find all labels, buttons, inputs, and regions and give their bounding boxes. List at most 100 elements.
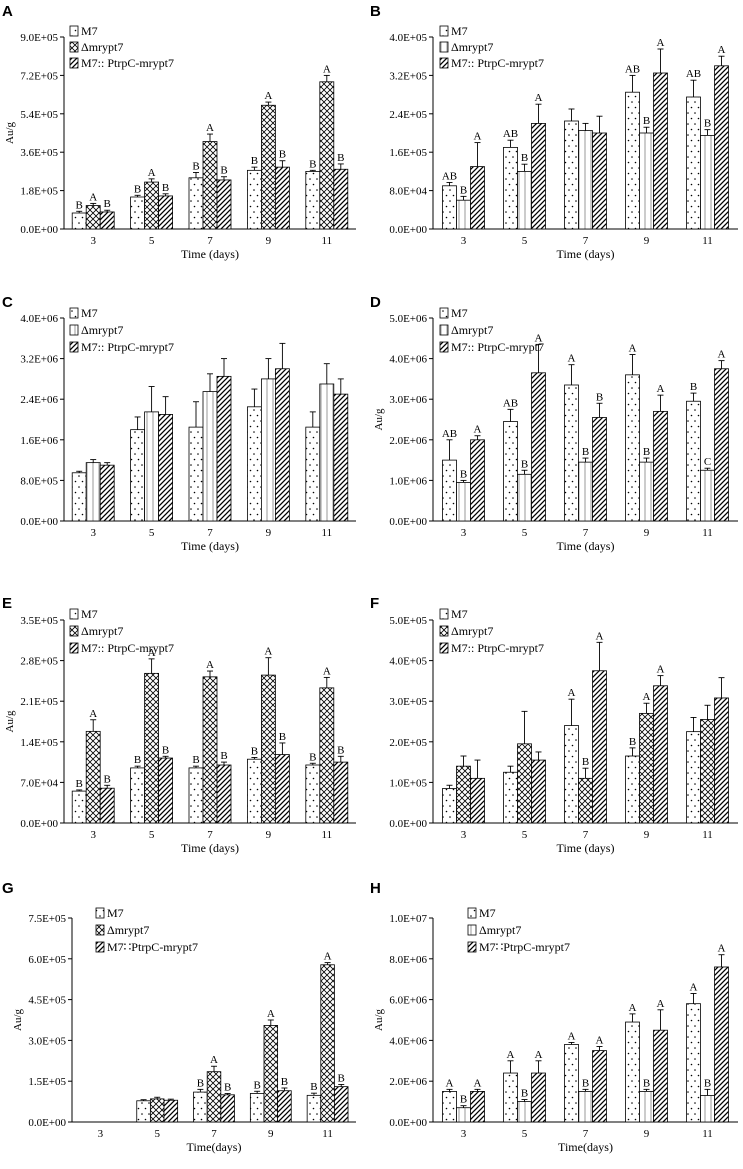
x-tick-label: 7 <box>211 1128 217 1140</box>
bar <box>99 464 115 522</box>
legend-swatch <box>69 41 79 53</box>
bar <box>578 130 593 230</box>
bar <box>85 205 101 230</box>
y-tick-label: 4.0E+05 <box>389 656 427 668</box>
legend-swatch <box>95 941 105 953</box>
bar <box>144 181 160 230</box>
bar <box>274 754 290 824</box>
x-tick-label: 11 <box>322 1128 333 1140</box>
legend-label: M7:: PtrpC-mrypt7 <box>451 641 544 655</box>
significance-label: B <box>310 1081 317 1093</box>
x-tick-label: 9 <box>644 527 650 539</box>
x-tick-label: 11 <box>702 527 713 539</box>
bar <box>263 1025 279 1123</box>
x-tick-label: 9 <box>644 235 650 247</box>
legend-swatch <box>69 324 79 336</box>
significance-label: B <box>253 1079 260 1091</box>
significance-label: AB <box>442 170 457 182</box>
legend-label: M7 <box>451 24 468 38</box>
y-tick-label: 2.0E+06 <box>389 435 427 447</box>
bar <box>700 134 715 230</box>
bar <box>188 177 204 230</box>
bar <box>319 687 335 824</box>
significance-label: AB <box>625 63 640 75</box>
x-tick-label: 5 <box>522 235 528 247</box>
bar <box>99 787 115 824</box>
legend-label: M7 <box>81 607 98 621</box>
y-axis-label: Au/g <box>12 1009 24 1032</box>
panel-letter-d: D <box>370 294 381 311</box>
significance-label: B <box>309 158 316 170</box>
panel-g: G 0.0E+00 1.5E+05 3.0E+05 4.5E+05 6.0E+05 7.5E… <box>2 880 356 1154</box>
x-tick-label: 3 <box>90 829 96 841</box>
x-tick-label: 7 <box>583 235 589 247</box>
significance-label: B <box>220 165 227 177</box>
significance-label: A <box>657 998 665 1010</box>
significance-label: B <box>134 183 141 195</box>
panel-letter-e: E <box>2 595 12 612</box>
y-tick-label: 3.2E+06 <box>20 354 58 366</box>
significance-label: B <box>338 1072 345 1084</box>
bar <box>99 211 115 230</box>
bar <box>531 372 546 522</box>
bar <box>305 764 321 824</box>
significance-label: B <box>104 773 111 785</box>
bar <box>274 166 290 230</box>
legend-label: M7 <box>107 906 124 920</box>
bar <box>305 170 321 230</box>
bar <box>503 146 518 230</box>
bar <box>592 417 607 522</box>
bar <box>149 1098 165 1123</box>
significance-label: B <box>643 446 650 458</box>
significance-label: A <box>568 1030 576 1042</box>
panel-c: C 0.0E+00 8.0E+05 1.6E+06 2.4E+06 3.2E+06 4.0E… <box>2 294 356 553</box>
significance-label: A <box>89 708 97 720</box>
y-tick-label: 4.0E+06 <box>389 354 427 366</box>
y-tick-label: 3.6E+05 <box>20 147 58 159</box>
x-tick-label: 9 <box>266 829 272 841</box>
bar <box>700 719 715 824</box>
significance-label: A <box>148 647 156 659</box>
bar <box>531 123 546 230</box>
bar <box>592 132 607 230</box>
significance-label: A <box>474 131 482 143</box>
significance-label: B <box>521 152 528 164</box>
bar <box>320 964 335 1123</box>
bar <box>503 1072 518 1123</box>
y-tick-label: 5.4E+05 <box>20 109 58 121</box>
panel-letter-g: G <box>2 880 14 897</box>
legend-label: Δmrypt7 <box>451 40 493 54</box>
legend-swatch <box>69 625 79 637</box>
significance-label: B <box>224 1081 231 1093</box>
legend-label: Δmrypt7 <box>81 323 123 337</box>
legend-swatch <box>439 625 449 637</box>
significance-label: B <box>460 1094 467 1106</box>
y-axis-label: Au/g <box>4 710 16 733</box>
bar <box>130 429 146 522</box>
y-tick-label: 0.0E+00 <box>389 818 427 830</box>
significance-label: A <box>474 1077 482 1089</box>
significance-label: B <box>643 1077 650 1089</box>
bar <box>700 469 715 522</box>
y-tick-label: 1.0E+05 <box>389 777 427 789</box>
x-tick-label: 11 <box>702 829 713 841</box>
significance-label: AB <box>442 428 457 440</box>
bar <box>639 132 654 230</box>
x-tick-label: 7 <box>207 527 213 539</box>
bar <box>714 368 729 522</box>
legend-swatch <box>95 907 105 919</box>
significance-label: B <box>104 198 111 210</box>
bar <box>188 426 204 522</box>
bar <box>653 685 668 824</box>
y-tick-label: 1.5E+05 <box>28 1076 66 1088</box>
panel-f: F 0.0E+00 1.0E+05 2.0E+05 3.0E+05 4.0E+05 5.0E… <box>370 595 738 855</box>
x-axis-label: Time (days) <box>181 539 239 553</box>
legend: M7 Δmrypt7 M7∷PtrpC-mrypt7 <box>467 906 570 954</box>
bar <box>564 120 579 230</box>
bar <box>277 1090 292 1123</box>
bar <box>216 764 232 824</box>
bar <box>319 81 335 230</box>
x-axis-label: Time (days) <box>181 841 239 855</box>
bar <box>71 472 87 522</box>
